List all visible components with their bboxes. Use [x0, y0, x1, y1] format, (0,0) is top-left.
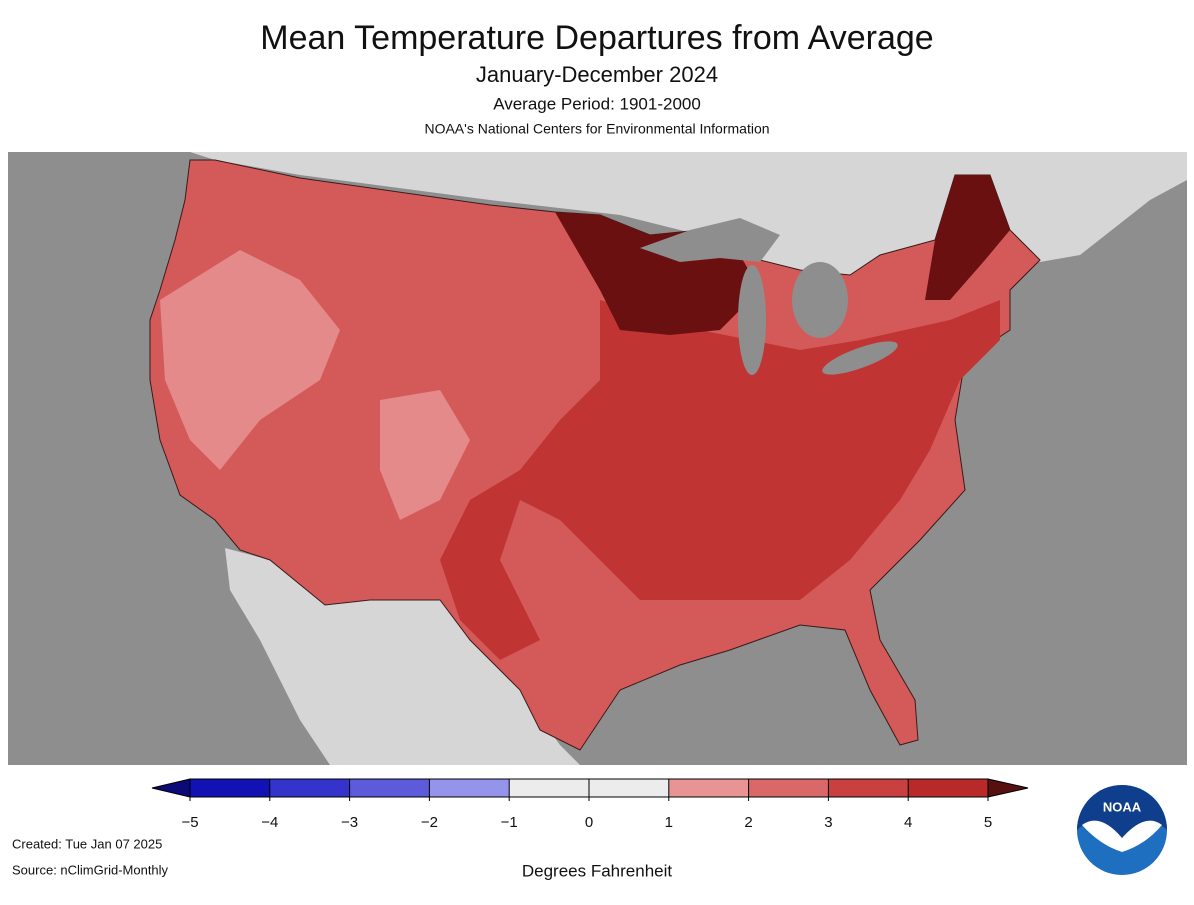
- color-bin: [908, 779, 988, 797]
- color-bin: [349, 779, 430, 797]
- tick-label: −1: [501, 814, 518, 831]
- color-bin: [429, 779, 510, 797]
- color-bin: [668, 779, 749, 797]
- tick-label: −4: [261, 814, 278, 831]
- tick-label: 0: [585, 814, 593, 831]
- tick-label: −3: [341, 814, 358, 831]
- logo-bird: [1082, 820, 1162, 852]
- light-region: [160, 250, 340, 470]
- tick-label: −2: [421, 814, 438, 831]
- lake-erie: [822, 341, 898, 375]
- period: Average Period: 1901-2000: [493, 94, 701, 113]
- light-region: [380, 390, 470, 520]
- under-triangle: [151, 778, 191, 798]
- color-bin: [190, 779, 270, 797]
- color-bin: [269, 779, 350, 797]
- noaa-logo: NOAA: [1077, 785, 1167, 875]
- color-bin: [509, 779, 589, 797]
- over-triangle: [987, 778, 1029, 798]
- map: [8, 152, 1187, 765]
- logo-text: NOAA: [1103, 799, 1142, 814]
- hot-region: [925, 175, 1010, 300]
- subtitle: January-December 2024: [476, 62, 718, 87]
- lake-huron: [792, 262, 848, 338]
- lake-superior: [640, 218, 780, 262]
- source: Source: nClimGrid-Monthly: [12, 862, 169, 877]
- warm-region: [440, 300, 1000, 660]
- organization: NOAA's National Centers for Environmenta…: [424, 121, 769, 137]
- color-bin: [589, 779, 669, 797]
- title: Mean Temperature Departures from Average: [260, 19, 933, 57]
- tick-label: −5: [181, 814, 198, 831]
- colorbar: −5 −4 −3 −2 −1 0 1 2 3 4 5: [151, 778, 1029, 831]
- color-bin: [748, 779, 829, 797]
- created: Created: Tue Jan 07 2025: [12, 836, 162, 851]
- color-bin: [828, 779, 909, 797]
- tick-label: 4: [904, 814, 912, 831]
- tick-label: 2: [744, 814, 752, 831]
- mexico: [225, 548, 580, 765]
- canada: [190, 152, 1187, 360]
- logo-top: [1077, 785, 1167, 845]
- tick-label: 5: [984, 814, 992, 831]
- tick-label: 1: [665, 814, 673, 831]
- lake-michigan: [738, 265, 766, 375]
- tick-label: 3: [824, 814, 832, 831]
- colorbar-label: Degrees Fahrenheit: [522, 861, 673, 880]
